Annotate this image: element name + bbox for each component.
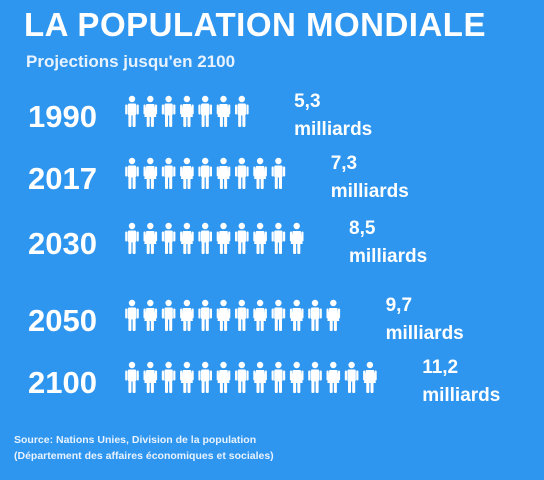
person-icon (271, 157, 286, 189)
person-icon (125, 361, 139, 393)
person-icon (180, 222, 194, 254)
person-icon (271, 222, 286, 254)
unit-label-1990: milliards (294, 119, 372, 140)
person-icon (216, 222, 231, 254)
year-label-2050: 2050 (28, 303, 97, 338)
person-icon (253, 157, 267, 189)
source-note: Source: Nations Unies, Division de la po… (14, 432, 274, 464)
person-icon (326, 361, 341, 393)
icon-row-1990 (125, 95, 249, 127)
person-icon (180, 95, 194, 127)
person-icon (253, 361, 267, 393)
unit-label-2100: milliards (422, 385, 500, 406)
icon-row-2050 (125, 299, 341, 331)
person-icon (271, 299, 286, 331)
person-icon (125, 95, 139, 127)
person-icon (180, 157, 194, 189)
person-icon (125, 157, 139, 189)
person-icon (235, 361, 249, 393)
person-icon (235, 157, 249, 189)
person-icon (363, 361, 377, 393)
year-label-2030: 2030 (28, 226, 97, 261)
icon-row-2030 (125, 222, 304, 254)
person-icon (143, 222, 158, 254)
unit-label-2050: milliards (386, 323, 464, 344)
person-icon (161, 222, 176, 254)
person-icon (143, 299, 158, 331)
person-icon (143, 157, 158, 189)
person-icon (143, 95, 158, 127)
person-icon (125, 299, 139, 331)
person-icon (235, 299, 249, 331)
person-icon (125, 222, 139, 254)
person-icon (289, 361, 304, 393)
source-line-1: Source: Nations Unies, Division de la po… (14, 434, 257, 446)
person-icon (216, 299, 231, 331)
person-icon (143, 361, 158, 393)
person-icon (308, 361, 322, 393)
person-icon (180, 299, 194, 331)
person-icon (216, 95, 231, 127)
page-title: LA POPULATION MONDIALE (24, 6, 486, 43)
icon-row-2017 (125, 157, 286, 189)
person-icon (235, 222, 249, 254)
unit-label-2017: milliards (331, 181, 409, 202)
page-subtitle: Projections jusqu'en 2100 (26, 52, 236, 71)
person-icon (253, 299, 267, 331)
person-icon (271, 361, 286, 393)
person-icon (289, 299, 304, 331)
person-icon (344, 361, 359, 393)
person-icon (308, 299, 322, 331)
person-icon (198, 299, 212, 331)
person-icon (198, 361, 212, 393)
value-label-1990: 5,3 (294, 91, 320, 112)
person-icon (198, 157, 212, 189)
person-icon (161, 361, 176, 393)
year-label-2017: 2017 (28, 161, 97, 196)
person-icon (180, 361, 194, 393)
value-label-2017: 7,3 (331, 153, 357, 174)
value-label-2050: 9,7 (386, 295, 412, 316)
unit-label-2030: milliards (349, 246, 427, 267)
person-icon (161, 95, 176, 127)
source-line-2: (Département des affaires économiques et… (14, 450, 274, 462)
person-icon (253, 222, 267, 254)
person-icon (198, 222, 212, 254)
value-label-2030: 8,5 (349, 218, 376, 239)
value-label-2100: 11,2 (422, 357, 458, 378)
person-icon (161, 299, 176, 331)
person-icon (326, 299, 341, 331)
person-icon (289, 222, 304, 254)
year-label-1990: 1990 (28, 99, 97, 134)
icon-row-2100 (125, 361, 377, 393)
person-icon (216, 361, 231, 393)
person-icon (198, 95, 212, 127)
person-icon (161, 157, 176, 189)
person-icon (216, 157, 231, 189)
year-label-2100: 2100 (28, 365, 97, 400)
person-icon (235, 95, 249, 127)
